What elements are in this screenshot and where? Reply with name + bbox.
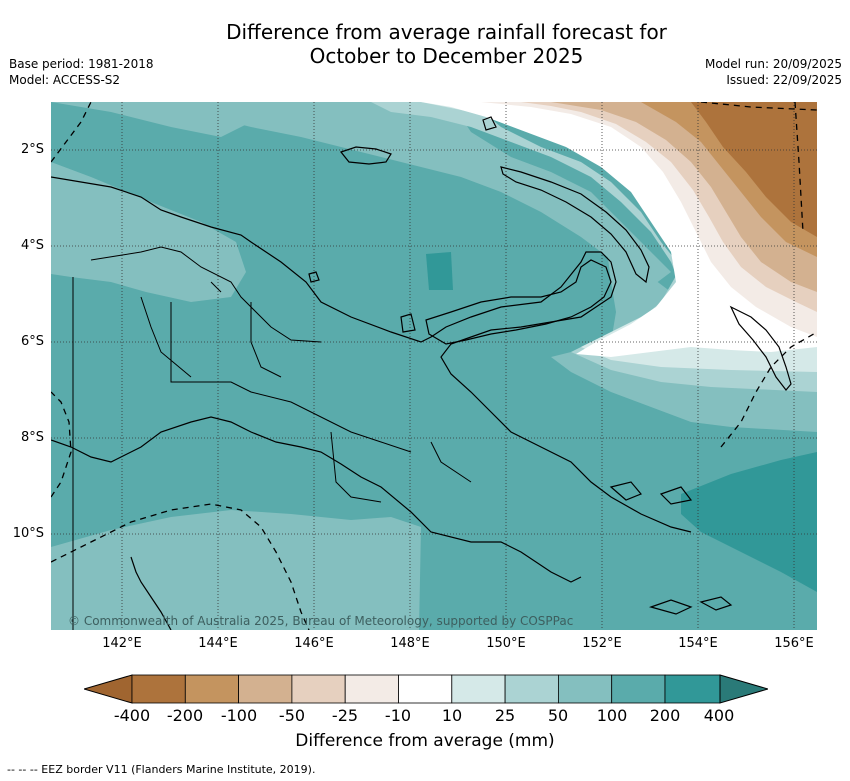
manus-coast (339, 146, 392, 165)
australia-coast (130, 556, 172, 630)
issued-date: Issued: 22/09/2025 (726, 73, 842, 87)
contour-25-50-south (51, 510, 421, 630)
lat-label-8s: 8°S (20, 430, 44, 445)
lon-label-148e: 148°E (390, 636, 430, 651)
colorbar-swatch (398, 674, 453, 704)
colorbar-label: -400 (113, 706, 151, 725)
new-britain-coast (425, 259, 612, 345)
coastlines (51, 116, 792, 630)
lat-label-2s: 2°S (20, 142, 44, 157)
colorbar-swatch (451, 674, 506, 704)
contour-near-average (421, 102, 817, 357)
lat-label-10s: 10°S (12, 526, 44, 541)
contour-25-50-band (181, 102, 671, 287)
colorbar-label: 10 (441, 706, 463, 725)
colorbar-swatch (184, 674, 240, 704)
colorbar-label: 100 (596, 706, 628, 725)
lat-label-4s: 4°S (20, 238, 44, 253)
model-name: Model: ACCESS-S2 (9, 73, 121, 87)
contour-100-200-se (681, 452, 817, 592)
colorbar-swatch (611, 674, 666, 704)
colorbar-swatch (557, 674, 613, 704)
colorbar-swatch (131, 674, 186, 704)
contour-25-50-west (51, 162, 246, 302)
lon-label-146e: 146°E (294, 636, 334, 651)
colorbar-label: 25 (494, 706, 516, 725)
colorbar-label: -100 (220, 706, 258, 725)
colorbar (84, 674, 768, 704)
lon-label-152e: 152°E (582, 636, 622, 651)
rainfall-map (51, 102, 817, 630)
colorbar-title: Difference from average (mm) (295, 731, 555, 751)
colorbar-label: -200 (166, 706, 204, 725)
lon-label-156e: 156°E (774, 636, 814, 651)
colorbar-extend-low (84, 674, 133, 704)
colorbar-label: -25 (331, 706, 359, 725)
colorbar-swatch (291, 674, 346, 704)
colorbar-label: 200 (649, 706, 681, 725)
new-guinea-coast (51, 176, 692, 583)
new-ireland-coast (500, 166, 650, 284)
colorbar-swatch (344, 674, 399, 704)
copyright-notice: © Commonwealth of Australia 2025, Bureau… (68, 614, 574, 628)
colorbar-label: -10 (384, 706, 412, 725)
title-line-1: Difference from average rainfall forecas… (226, 20, 667, 44)
province-borders (72, 246, 472, 630)
title-line-2: October to December 2025 (309, 44, 584, 68)
colorbar-label: 400 (703, 706, 735, 725)
contour-neg200-neg400 (691, 102, 817, 237)
lon-label-142e: 142°E (102, 636, 142, 651)
coast-islands (308, 116, 733, 615)
lon-label-150e: 150°E (486, 636, 526, 651)
colorbar-label: -50 (278, 706, 306, 725)
contour-100-200-small (426, 252, 453, 290)
bougainville-coast (729, 305, 792, 391)
lon-label-144e: 144°E (198, 636, 238, 651)
chart-title: Difference from average rainfall forecas… (0, 20, 850, 68)
colorbar-swatch (664, 674, 721, 704)
eez-border-note: -- -- -- EEZ border V11 (Flanders Marine… (7, 763, 316, 776)
base-period: Base period: 1981-2018 (9, 57, 154, 71)
lon-label-154e: 154°E (678, 636, 718, 651)
eez-borders (51, 102, 817, 630)
colorbar-swatch (238, 674, 293, 704)
gridlines (51, 102, 817, 630)
colorbar-extend-high (719, 674, 768, 704)
lat-label-6s: 6°S (20, 334, 44, 349)
colorbar-swatch (504, 674, 559, 704)
model-run-date: Model run: 20/09/2025 (704, 57, 842, 71)
colorbar-label: 50 (547, 706, 569, 725)
